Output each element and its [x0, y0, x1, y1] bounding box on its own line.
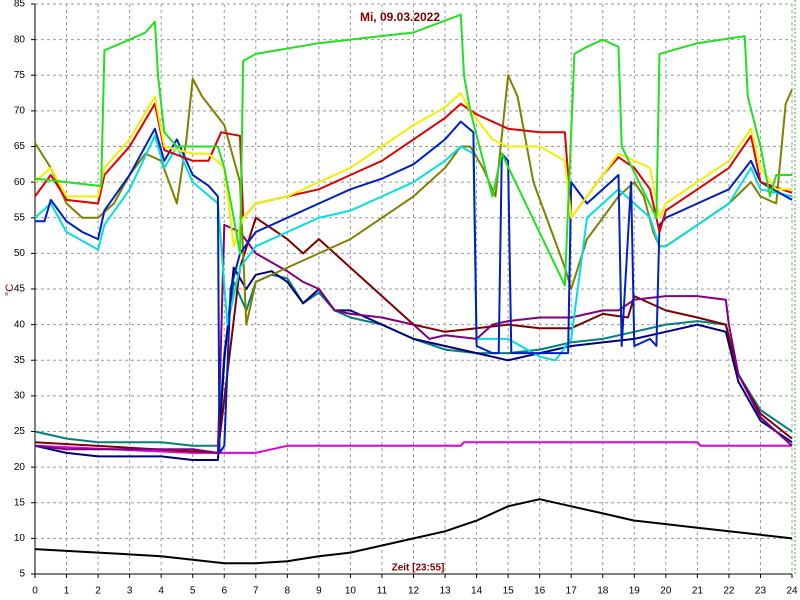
y-tick-label: 75: [14, 70, 26, 81]
x-tick-label: 11: [377, 586, 388, 597]
x-tick-label: 4: [158, 586, 164, 597]
y-tick-label: 80: [14, 34, 26, 45]
x-axis-label: Zeit [23:55]: [392, 563, 445, 574]
y-tick-label: 5: [19, 569, 25, 580]
data-line: [34, 223, 793, 454]
x-tick-label: 21: [692, 586, 704, 597]
y-tick-label: 85: [14, 0, 26, 10]
y-tick-label: 70: [14, 106, 26, 117]
y-tick-label: 40: [14, 319, 26, 330]
data-line: [34, 134, 793, 362]
y-tick-label: 55: [14, 212, 26, 223]
x-tick-label: 1: [64, 586, 70, 597]
y-axis-label: °C: [4, 284, 16, 296]
y-tick-label: 45: [14, 284, 26, 295]
data-line: [34, 266, 793, 461]
y-tick-label: 35: [14, 355, 26, 366]
x-tick-label: 18: [597, 586, 609, 597]
x-tick-label: 9: [316, 586, 322, 597]
x-tick-label: 2: [95, 586, 101, 597]
x-tick-label: 20: [660, 586, 672, 597]
data-line: [34, 216, 793, 454]
data-line: [34, 92, 792, 248]
chart-title: Mi, 09.03.2022: [360, 10, 440, 24]
y-tick-label: 20: [14, 462, 26, 473]
x-tick-label: 0: [32, 586, 38, 597]
x-tick-label: 19: [629, 586, 641, 597]
x-tick-label: 3: [127, 586, 133, 597]
data-line: [34, 273, 793, 447]
x-tick-label: 5: [190, 586, 196, 597]
x-tick-label: 13: [439, 586, 451, 597]
x-tick-label: 14: [471, 586, 483, 597]
y-tick-label: 25: [14, 426, 26, 437]
data-line: [34, 498, 793, 565]
x-tick-label: 12: [408, 586, 420, 597]
y-tick-label: 50: [14, 248, 26, 259]
x-tick-label: 17: [566, 586, 578, 597]
x-tick-label: 6: [221, 586, 227, 597]
x-tick-label: 8: [285, 586, 291, 597]
x-tick-label: 15: [503, 586, 515, 597]
x-tick-label: 24: [786, 586, 798, 597]
data-line: [34, 102, 793, 233]
data-line: [35, 120, 793, 454]
y-tick-label: 65: [14, 141, 26, 152]
lines: [34, 13, 793, 565]
x-tick-label: 22: [723, 586, 735, 597]
x-tick-label: 16: [534, 586, 546, 597]
y-tick-label: 60: [14, 177, 26, 188]
x-tick-label: 23: [755, 586, 767, 597]
data-line: [34, 13, 792, 287]
x-tick-label: 7: [253, 586, 259, 597]
y-tick-label: 10: [14, 533, 26, 544]
y-tick-label: 30: [14, 391, 26, 402]
x-tick-label: 10: [345, 586, 357, 597]
y-tick-label: 15: [14, 497, 26, 508]
